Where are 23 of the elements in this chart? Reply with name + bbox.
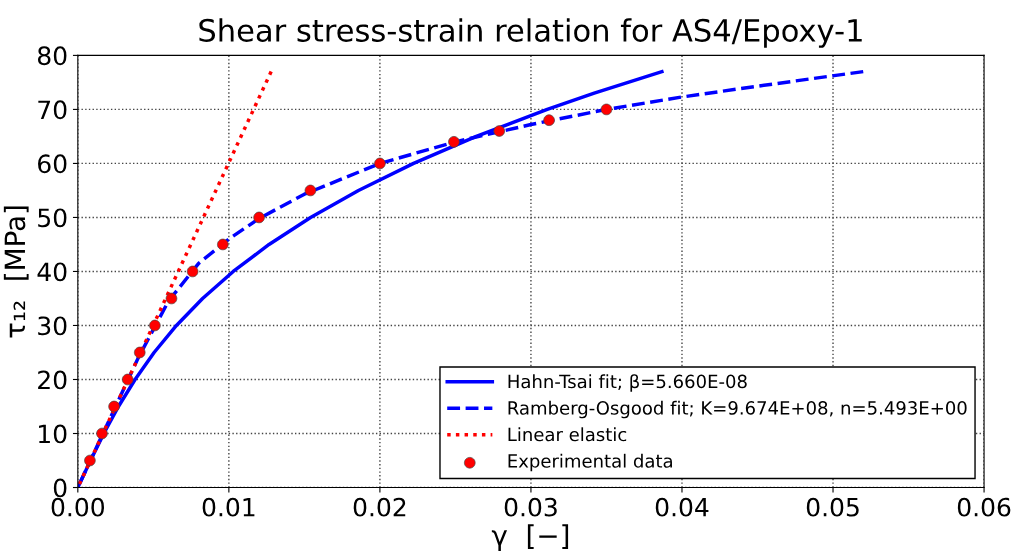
y-tick-label: 50 — [38, 208, 67, 228]
legend-label: Hahn-Tsai fit; β=5.660E-08 — [508, 374, 747, 392]
y-tick-label: 40 — [37, 262, 67, 282]
y-tick-label: 0 — [53, 478, 67, 498]
y-tick-label: 10 — [39, 424, 67, 444]
x-tick-label: 0.04 — [655, 497, 709, 517]
legend-label: Linear elastic — [508, 427, 627, 442]
x-tick-label: 0.02 — [353, 497, 406, 517]
y-tick-label: 70 — [38, 100, 67, 120]
y-tick-label: 60 — [38, 154, 67, 174]
x-axis-title: γ [−] — [491, 524, 569, 552]
x-tick-label: 0.03 — [504, 497, 557, 517]
legend-label: Ramberg-Osgood fit; K=9.674E+08, n=5.493E+00 — [508, 400, 967, 419]
x-tick-label: 0.00 — [51, 497, 104, 517]
y-tick-label: 20 — [38, 370, 67, 390]
x-tick-label: 0.06 — [957, 497, 1011, 517]
y-tick-label: 30 — [38, 316, 67, 336]
chart-title: Shear stress-strain relation for AS4/Epoxy-1 — [199, 18, 862, 48]
x-tick-label: 0.05 — [806, 497, 859, 517]
x-tick-label: 0.01 — [202, 497, 255, 517]
y-axis-title: τ₁₂ [MPa] — [3, 206, 29, 338]
y-tick-label: 80 — [37, 46, 67, 66]
legend-label: Experimental data — [508, 453, 672, 472]
